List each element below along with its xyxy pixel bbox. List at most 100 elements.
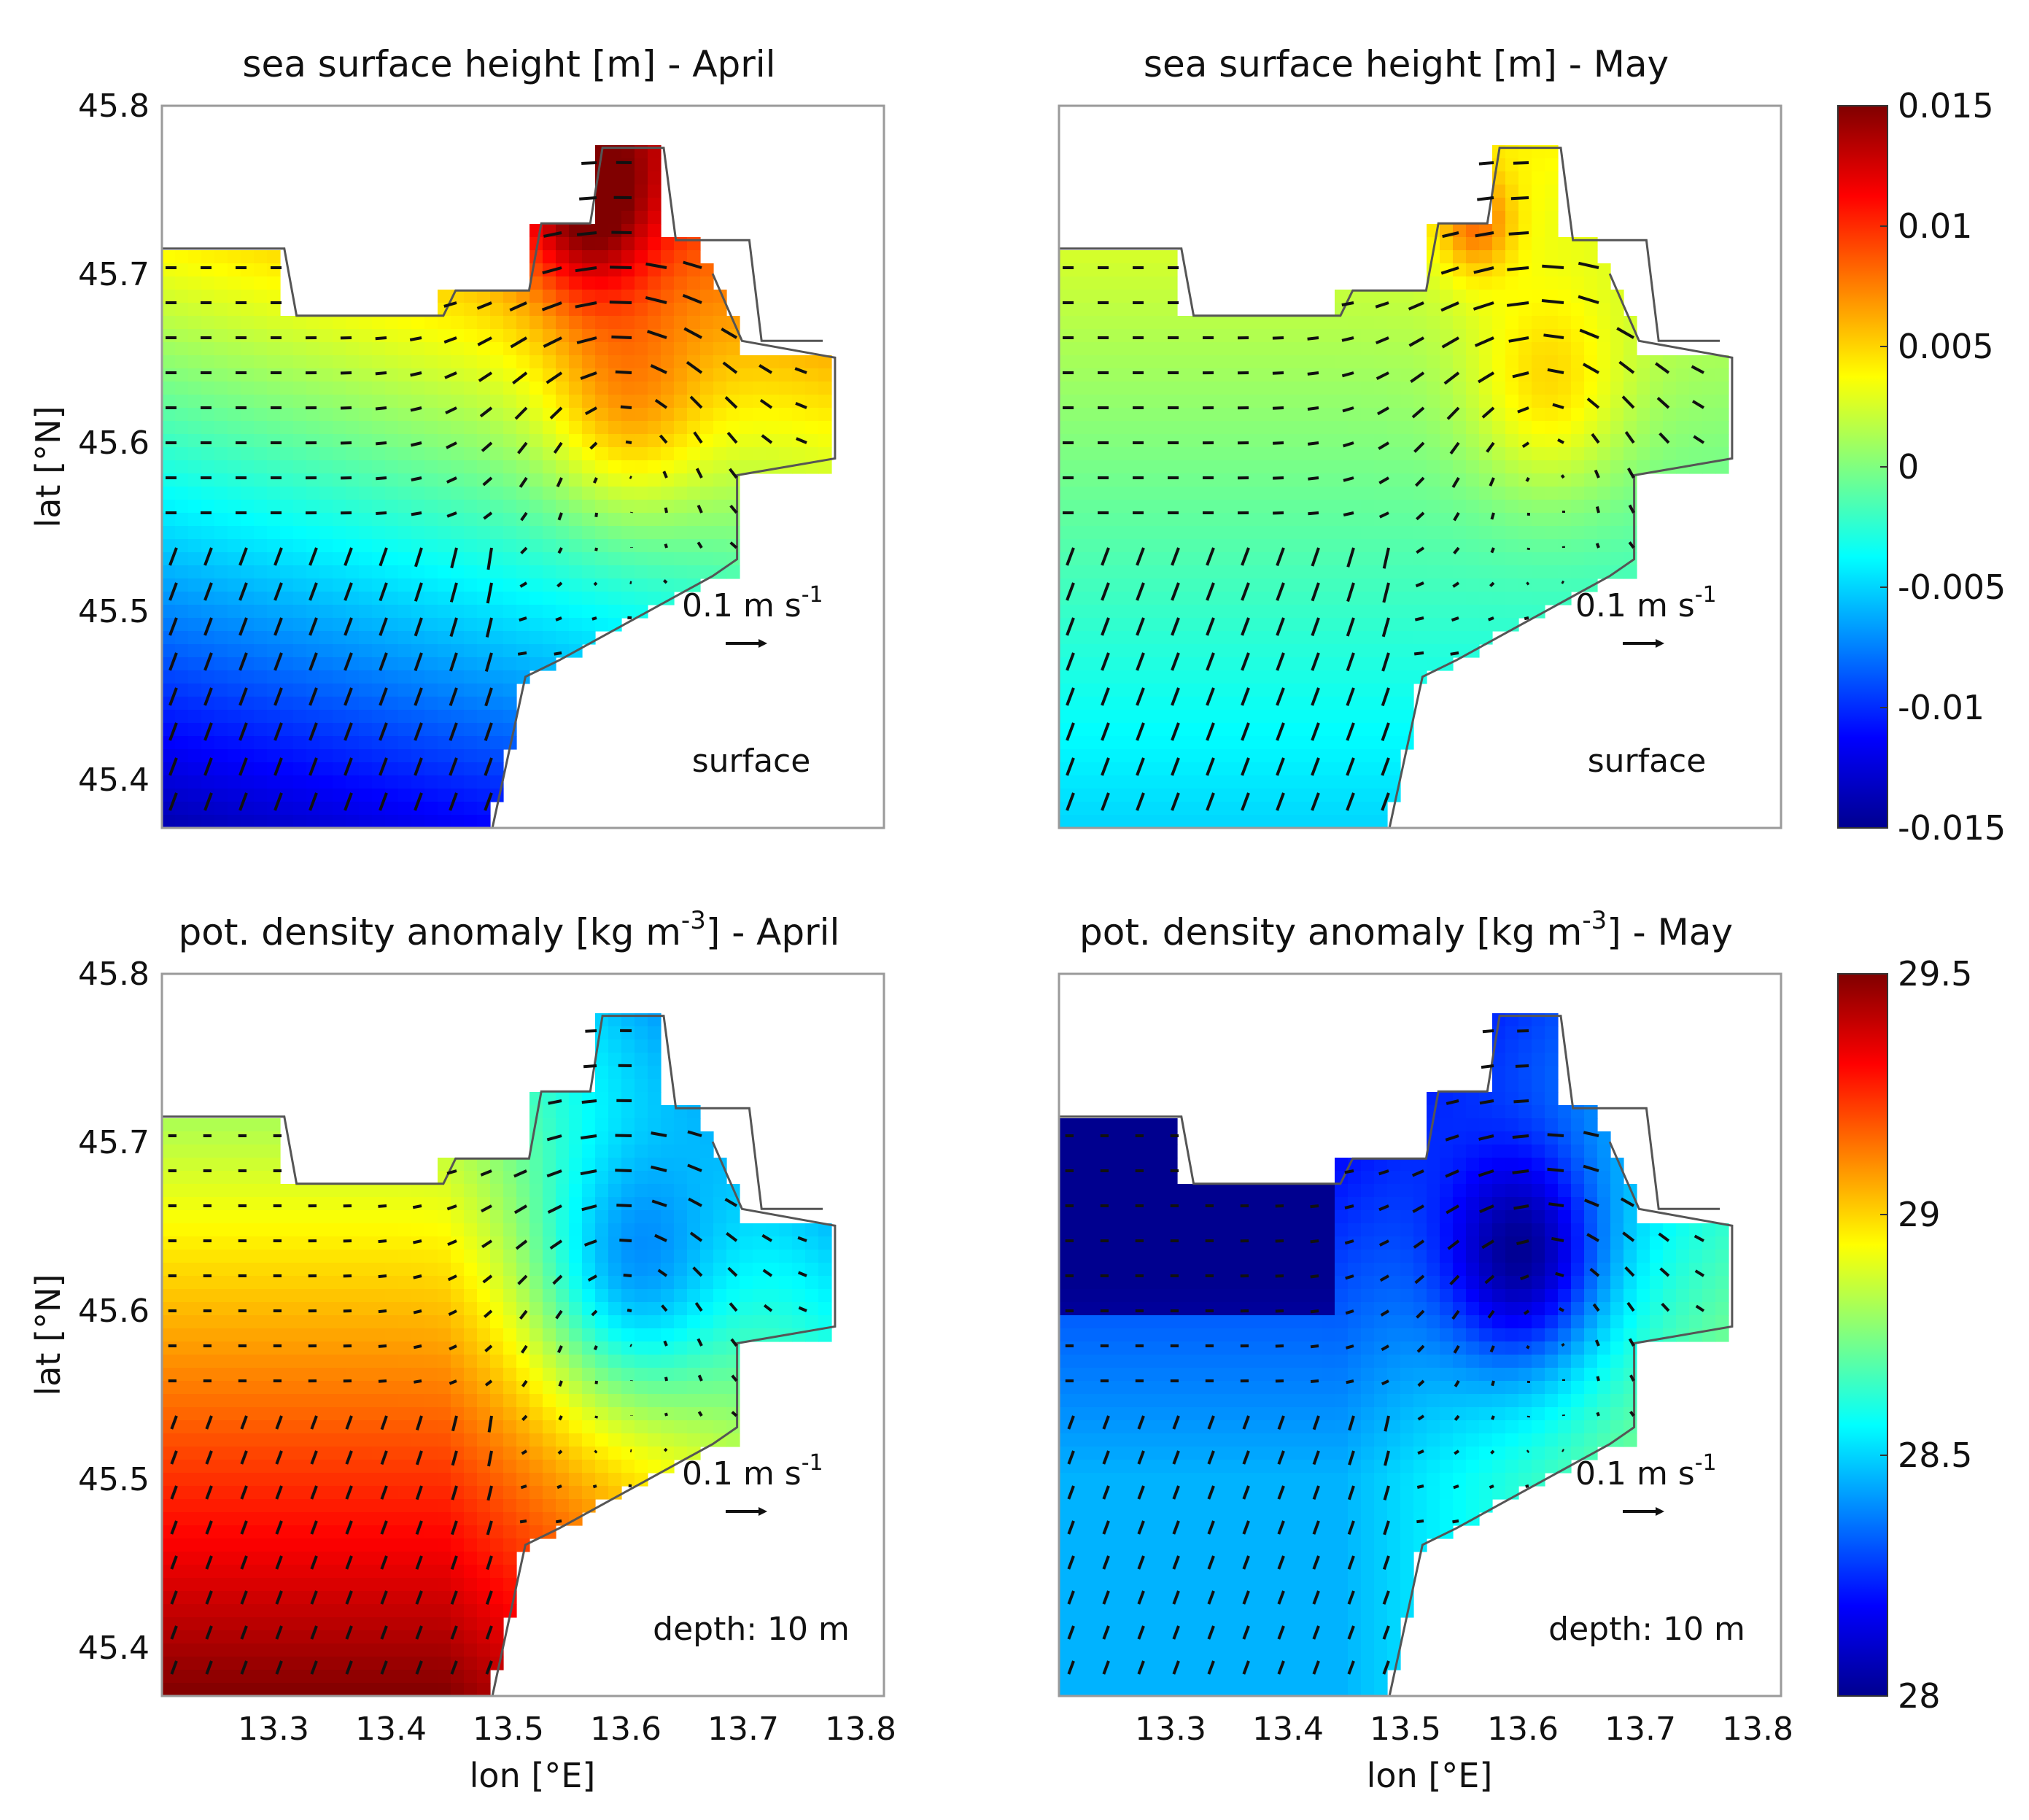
heatmap-cell [1217, 552, 1230, 566]
heatmap-cell [254, 368, 268, 382]
velocity-arrow [610, 266, 632, 269]
heatmap-cell [1650, 421, 1664, 435]
velocity-arrow [1307, 406, 1319, 411]
heatmap-cell [1374, 605, 1388, 619]
velocity-arrow [796, 437, 807, 444]
heatmap-cell [490, 382, 504, 395]
heatmap-cell [1322, 421, 1335, 435]
heatmap-cell [175, 1131, 189, 1145]
heatmap-cell [1125, 434, 1138, 448]
heatmap-cell [1505, 526, 1519, 540]
heatmap-cell [254, 316, 268, 330]
heatmap-cell [1374, 382, 1388, 395]
heatmap-cell [254, 1158, 268, 1172]
heatmap-cell [1190, 460, 1204, 474]
heatmap-cell [1348, 329, 1362, 343]
velocity-arrow [379, 617, 388, 636]
heatmap-cell [254, 1236, 268, 1250]
heatmap-cell [1295, 578, 1309, 592]
heatmap-cell [1112, 434, 1125, 448]
heatmap-cell [411, 368, 425, 382]
heatmap-cell [188, 460, 202, 474]
velocity-arrow [1521, 441, 1530, 449]
heatmap-cell [1098, 605, 1112, 619]
heatmap-cell [1466, 631, 1480, 645]
heatmap-cell [1584, 487, 1598, 500]
heatmap-cell [661, 408, 675, 422]
heatmap-cell [1151, 500, 1165, 514]
heatmap-cell [280, 684, 294, 697]
heatmap-cell [1295, 565, 1309, 579]
heatmap-cell [1072, 434, 1086, 448]
heatmap-cell [1190, 526, 1204, 540]
heatmap-cell [1361, 789, 1375, 802]
heatmap-cell [1663, 421, 1677, 435]
heatmap-cell [424, 789, 438, 802]
heatmap-cell [267, 382, 281, 395]
heatmap-cell [1151, 447, 1165, 461]
heatmap-cell [1295, 513, 1309, 527]
heatmap-cell [818, 421, 832, 435]
heatmap-cell [346, 460, 360, 474]
heatmap-cell [319, 684, 333, 697]
heatmap-cell [674, 303, 688, 317]
heatmap-cell [241, 526, 255, 540]
heatmap-cell [1571, 460, 1585, 474]
heatmap-cell [1440, 382, 1454, 395]
heatmap-cell [1597, 368, 1611, 382]
heatmap-cell [1098, 775, 1112, 789]
heatmap-cell [162, 1236, 176, 1250]
heatmap-cell [569, 342, 583, 356]
heatmap-cell [1125, 618, 1138, 632]
heatmap-cell [201, 1394, 215, 1408]
heatmap-cell [1387, 395, 1401, 408]
heatmap-cell [188, 1131, 202, 1145]
heatmap-cell [621, 460, 635, 474]
y-tick-label: 45.4 [78, 762, 150, 799]
heatmap-cell [1545, 224, 1559, 238]
heatmap-cell [1256, 395, 1270, 408]
heatmap-cell [661, 1158, 675, 1172]
heatmap-cell [1584, 408, 1598, 422]
heatmap-cell [503, 290, 517, 303]
heatmap-cell [214, 618, 228, 632]
velocity-arrow [344, 617, 353, 636]
heatmap-cell [543, 316, 556, 330]
heatmap-cell [569, 473, 583, 487]
heatmap-cell [648, 395, 662, 408]
heatmap-cell [359, 1368, 373, 1382]
heatmap-cell [241, 316, 255, 330]
heatmap-cell [1440, 276, 1454, 290]
heatmap-cell [1623, 565, 1637, 579]
heatmap-cell [385, 1407, 399, 1421]
heatmap-cell [1427, 276, 1440, 290]
heatmap-cell [1532, 276, 1545, 290]
heatmap-cell [346, 1394, 360, 1408]
heatmap-cell [1361, 644, 1375, 658]
heatmap-cell [1308, 775, 1322, 789]
heatmap-cell [293, 684, 307, 697]
heatmap-cell [1269, 408, 1283, 422]
heatmap-cell [1440, 644, 1454, 658]
heatmap-cell [1295, 631, 1309, 645]
heatmap-cell [648, 316, 662, 330]
heatmap-cell [201, 290, 215, 303]
heatmap-cell [1479, 500, 1493, 514]
heatmap-cell [1098, 316, 1112, 330]
heatmap-cell [319, 329, 333, 343]
heatmap-cell [700, 1394, 714, 1408]
heatmap-cell [516, 1263, 530, 1277]
heatmap-cell [595, 1420, 609, 1434]
heatmap-cell [267, 644, 281, 658]
heatmap-cell [241, 513, 255, 527]
heatmap-cell [661, 1302, 675, 1316]
heatmap-cell [162, 1171, 176, 1185]
velocity-arrow [509, 301, 527, 312]
heatmap-cell [280, 592, 294, 605]
heatmap-cell [188, 1184, 202, 1198]
heatmap-cell [1269, 316, 1283, 330]
heatmap-cell [1072, 263, 1086, 277]
heatmap-cell [595, 1197, 609, 1211]
heatmap-cell [201, 631, 215, 645]
heatmap-cell [464, 500, 478, 514]
